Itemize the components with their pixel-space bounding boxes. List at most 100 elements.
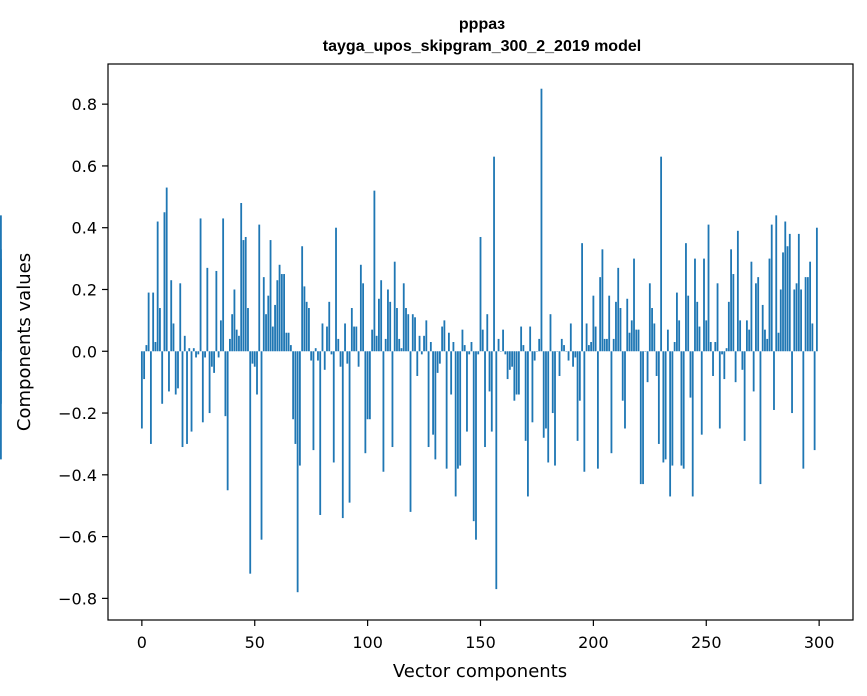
bar (748, 329, 751, 352)
x-tick-label: 300 (804, 633, 835, 652)
bar (757, 277, 760, 352)
bar (217, 351, 220, 358)
bar (190, 351, 193, 432)
bar (249, 351, 252, 574)
bar (143, 351, 146, 380)
bar (599, 277, 602, 352)
bar (387, 289, 389, 352)
bar (578, 351, 581, 401)
bar (542, 351, 545, 438)
bar (522, 345, 525, 352)
bar (560, 338, 563, 352)
bar (540, 88, 543, 352)
bar (484, 351, 486, 448)
bar (804, 277, 807, 352)
bar (694, 258, 696, 352)
bar (420, 351, 423, 355)
bar (472, 351, 475, 522)
y-tick-label: −0.6 (58, 528, 97, 547)
x-axis-ticks: 0 50 100 150 200 250 300 (137, 620, 835, 652)
bar (179, 283, 182, 352)
bar (551, 351, 554, 414)
bar (619, 308, 622, 352)
bar (409, 351, 412, 512)
bar (617, 267, 620, 352)
bar (594, 326, 597, 352)
bar (755, 283, 757, 352)
bar (779, 289, 782, 352)
bar (285, 332, 288, 352)
bar (660, 156, 663, 352)
bar (811, 323, 814, 352)
bar (608, 295, 611, 352)
bar (651, 308, 653, 352)
bar (676, 292, 678, 352)
bar (450, 351, 453, 395)
bar (242, 240, 245, 352)
bar (725, 348, 728, 352)
bar (527, 351, 529, 497)
bar (393, 261, 396, 352)
bar (427, 351, 430, 448)
bar (815, 227, 818, 352)
bar (504, 351, 507, 355)
bar (423, 335, 425, 352)
bar (576, 351, 579, 441)
bar (258, 224, 261, 352)
bar (655, 351, 658, 376)
bar (574, 351, 577, 358)
bar (192, 348, 195, 352)
bar (414, 317, 416, 352)
bar (791, 351, 793, 414)
bar (0, 258, 2, 352)
bar (314, 348, 317, 352)
bar (296, 351, 299, 593)
bar (233, 289, 236, 352)
bar (368, 351, 371, 420)
bar (508, 351, 511, 370)
bar (797, 233, 800, 352)
bar (603, 338, 606, 352)
bar (0, 351, 2, 460)
bar (244, 236, 247, 352)
bar (389, 301, 392, 352)
bar (140, 351, 143, 429)
bar (344, 323, 346, 352)
bar (750, 261, 753, 352)
bar (260, 351, 263, 540)
bar (332, 351, 335, 463)
bar (411, 314, 414, 352)
bar (145, 345, 148, 352)
bar (590, 342, 593, 352)
bar (292, 351, 295, 420)
x-tick-label: 0 (137, 633, 147, 652)
bar (463, 345, 466, 352)
bar (375, 335, 378, 352)
bar (775, 215, 778, 352)
bar (154, 342, 157, 352)
bar (229, 338, 231, 352)
bar (477, 351, 480, 355)
bar (312, 351, 315, 451)
bar (269, 240, 272, 352)
bar (642, 351, 644, 485)
bar (441, 326, 444, 352)
bar (341, 351, 344, 519)
bar (346, 351, 349, 364)
bar (497, 338, 500, 352)
bar (545, 351, 547, 429)
bar (698, 326, 701, 352)
x-tick-label: 50 (245, 633, 265, 652)
bar (213, 351, 216, 373)
bar (531, 351, 534, 423)
bar (339, 351, 342, 367)
bar (481, 329, 484, 352)
bar (569, 323, 572, 352)
plot-frame (107, 63, 854, 621)
bar (443, 320, 446, 352)
bar (265, 314, 267, 352)
bar (337, 338, 340, 352)
bar (786, 246, 789, 352)
bar (782, 252, 784, 352)
bar (707, 224, 710, 352)
